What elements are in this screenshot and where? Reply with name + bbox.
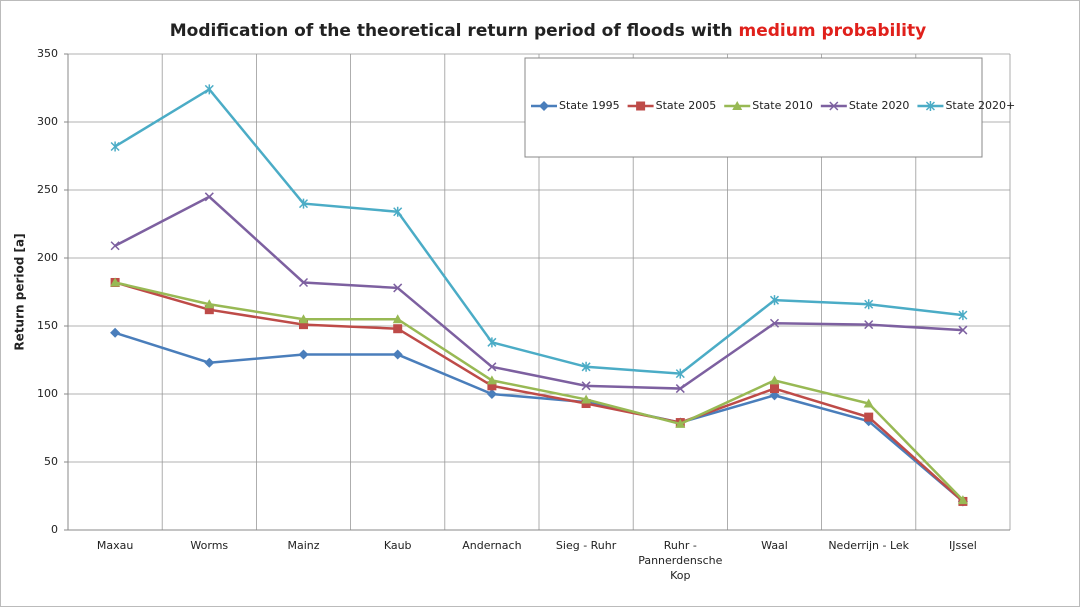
- marker: [864, 299, 874, 310]
- marker: [581, 381, 591, 391]
- marker: [539, 101, 549, 111]
- x-tick-label: Mainz: [287, 539, 319, 552]
- marker: [110, 241, 120, 251]
- x-tick-label: Ruhr -Pannerdensche Kop: [638, 539, 722, 582]
- x-tick-label: Maxau: [97, 539, 133, 552]
- marker: [769, 295, 780, 306]
- x-tick-label: Kaub: [384, 539, 412, 552]
- x-tick-label: Waal: [761, 539, 788, 552]
- marker: [298, 349, 309, 360]
- marker: [204, 357, 215, 368]
- marker: [110, 277, 121, 287]
- series-line: [114, 195, 963, 390]
- legend-item: State 2005: [627, 99, 717, 112]
- legend-label: State 2020+: [945, 99, 1015, 112]
- marker: [110, 327, 121, 338]
- marker: [299, 320, 308, 330]
- series-line: [114, 281, 964, 503]
- marker: [392, 349, 403, 360]
- legend-item: State 1995: [531, 99, 620, 112]
- marker: [393, 324, 403, 334]
- marker: [675, 384, 685, 394]
- marker: [769, 318, 780, 328]
- marker: [393, 206, 403, 217]
- y-tick-label: 350: [37, 47, 58, 60]
- marker: [957, 495, 968, 505]
- marker: [581, 361, 591, 372]
- series-line: [114, 281, 964, 501]
- x-tick-label: IJssel: [949, 539, 977, 552]
- marker: [925, 101, 935, 111]
- marker: [863, 398, 874, 408]
- y-tick-label: 0: [51, 523, 58, 536]
- title-main: Modification of the theoretical return p…: [170, 21, 733, 41]
- legend-label: State 2010: [752, 99, 813, 112]
- marker: [204, 192, 214, 202]
- x-tick-label: Nederrijn - Lek: [828, 539, 909, 552]
- marker: [392, 314, 403, 324]
- marker: [486, 375, 497, 385]
- marker: [675, 418, 686, 428]
- legend-item: State 2010: [724, 99, 813, 112]
- marker: [732, 101, 743, 110]
- legend-label: State 1995: [559, 99, 620, 112]
- y-tick-label: 50: [44, 455, 58, 468]
- title-highlight: medium probability: [739, 21, 927, 41]
- marker: [393, 283, 403, 293]
- series-line: [114, 331, 964, 503]
- y-tick-label: 100: [37, 387, 58, 400]
- marker: [864, 320, 874, 330]
- legend-box: [524, 57, 983, 158]
- marker: [770, 384, 779, 394]
- y-tick-label: 200: [37, 251, 58, 264]
- y-tick-label: 250: [37, 183, 58, 196]
- marker: [487, 337, 497, 348]
- marker: [487, 381, 497, 391]
- series-line: [114, 87, 964, 375]
- marker: [675, 368, 685, 379]
- legend-label: State 2020: [849, 99, 910, 112]
- chart-title: Modification of the theoretical return p…: [170, 21, 926, 41]
- marker: [958, 310, 968, 321]
- legend-item: State 2020: [820, 99, 910, 112]
- x-tick-label: Andernach: [462, 539, 521, 552]
- marker: [769, 375, 780, 385]
- marker: [486, 389, 497, 399]
- legend-label: State 2005: [656, 99, 717, 112]
- x-tick-label: Worms: [190, 539, 228, 552]
- marker: [298, 314, 309, 324]
- marker: [581, 399, 591, 409]
- marker: [204, 305, 214, 315]
- x-tick-label: Sieg - Ruhr: [556, 539, 617, 552]
- y-tick-label: 300: [37, 115, 58, 128]
- marker: [864, 412, 874, 422]
- marker: [110, 141, 120, 152]
- marker: [204, 84, 214, 95]
- y-axis-label: Return period [a]: [13, 233, 27, 350]
- marker: [298, 198, 309, 209]
- marker: [636, 101, 646, 111]
- marker: [487, 362, 497, 372]
- marker: [829, 101, 839, 111]
- y-tick-label: 150: [37, 319, 58, 332]
- marker: [204, 299, 215, 309]
- marker: [298, 277, 309, 288]
- marker: [581, 394, 592, 404]
- legend-item: State 2020+: [917, 99, 1015, 112]
- marker: [958, 325, 968, 335]
